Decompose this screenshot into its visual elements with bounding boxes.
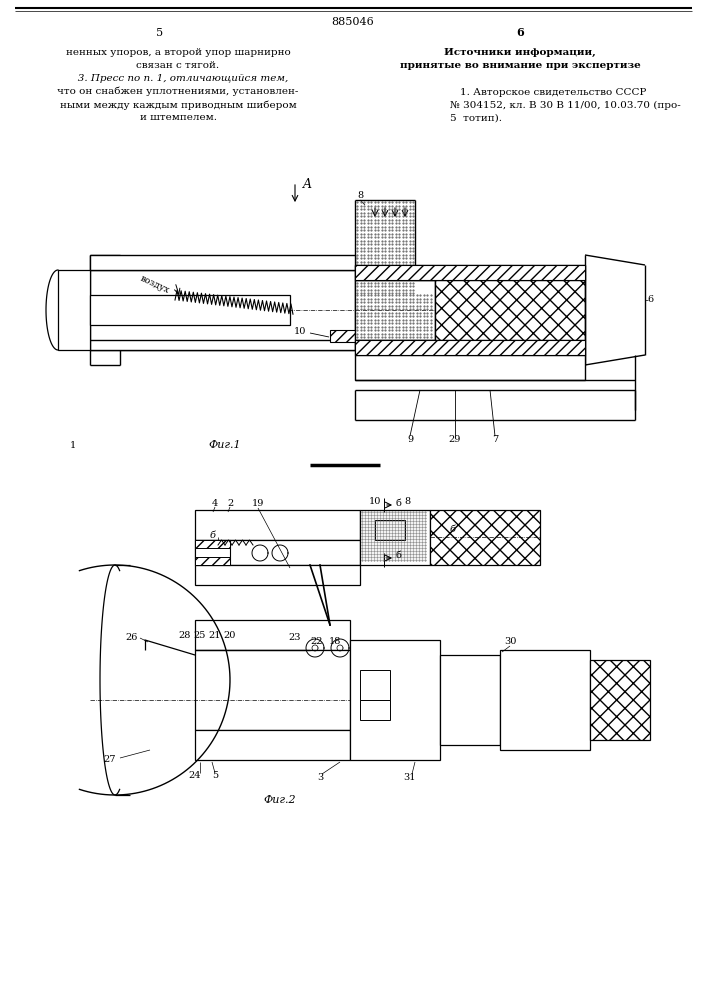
Text: 6: 6 <box>516 27 524 38</box>
Bar <box>195 730 350 760</box>
Bar <box>360 700 390 720</box>
Bar <box>355 340 585 355</box>
Text: 18: 18 <box>329 637 341 646</box>
Bar <box>360 510 430 565</box>
Bar <box>195 650 350 730</box>
Text: принятые во внимание при экспертизе: принятые во внимание при экспертизе <box>399 61 641 70</box>
Text: Фиг.2: Фиг.2 <box>264 795 296 805</box>
Text: 29: 29 <box>449 436 461 444</box>
Text: б: б <box>210 530 216 540</box>
Bar <box>435 280 585 340</box>
Bar <box>350 640 440 760</box>
Text: 21: 21 <box>209 631 221 640</box>
Bar <box>195 510 360 540</box>
Text: 1. Авторское свидетельство СССР: 1. Авторское свидетельство СССР <box>460 88 646 97</box>
Text: 1: 1 <box>70 440 76 450</box>
Text: 10: 10 <box>294 328 306 336</box>
Bar <box>355 265 585 280</box>
Bar <box>195 540 360 565</box>
Text: 6: 6 <box>647 296 653 304</box>
Text: Источники информации,: Источники информации, <box>444 48 596 57</box>
Bar <box>500 650 590 750</box>
Text: связан с тягой.: связан с тягой. <box>136 61 220 70</box>
Bar <box>360 670 390 700</box>
Text: 8: 8 <box>357 192 363 200</box>
Text: б: б <box>450 526 456 534</box>
Text: что он снабжен уплотнениями, установлен-: что он снабжен уплотнениями, установлен- <box>57 87 298 97</box>
Text: 22: 22 <box>311 637 323 646</box>
Text: 19: 19 <box>252 499 264 508</box>
Text: б: б <box>395 552 401 560</box>
Text: 27: 27 <box>104 756 116 764</box>
Bar <box>355 355 585 380</box>
Bar <box>590 660 650 740</box>
Bar <box>355 280 435 340</box>
Text: б: б <box>395 498 401 508</box>
Bar <box>90 255 355 270</box>
Bar <box>430 510 540 565</box>
Bar <box>195 620 350 650</box>
Bar <box>58 270 90 350</box>
Text: 26: 26 <box>126 633 138 642</box>
Bar <box>375 520 405 540</box>
Text: ненных упоров, а второй упор шарнирно: ненных упоров, а второй упор шарнирно <box>66 48 291 57</box>
Bar <box>330 330 355 342</box>
Text: 24: 24 <box>189 772 201 780</box>
Text: 3: 3 <box>317 772 323 782</box>
Text: 31: 31 <box>404 772 416 782</box>
Text: 30: 30 <box>504 638 516 647</box>
Bar <box>355 265 585 280</box>
Bar <box>90 295 290 325</box>
Text: ными между каждым приводным шибером: ными между каждым приводным шибером <box>59 100 296 109</box>
Text: 9: 9 <box>407 436 413 444</box>
Text: воздух: воздух <box>139 274 171 296</box>
Bar <box>90 340 355 350</box>
Text: A: A <box>303 178 312 192</box>
Text: 5: 5 <box>156 28 163 38</box>
Text: 5: 5 <box>212 772 218 780</box>
Bar <box>355 340 585 355</box>
Text: 5  тотип).: 5 тотип). <box>450 114 502 123</box>
Text: № 304152, кл. В 30 В 11/00, 10.03.70 (про-: № 304152, кл. В 30 В 11/00, 10.03.70 (пр… <box>450 101 681 110</box>
Text: 7: 7 <box>492 436 498 444</box>
Bar <box>195 565 360 585</box>
Text: 28: 28 <box>179 631 191 640</box>
Text: 10: 10 <box>369 497 381 506</box>
Text: 2: 2 <box>227 499 233 508</box>
Text: 20: 20 <box>224 631 236 640</box>
Text: 25: 25 <box>194 631 206 640</box>
Bar <box>195 557 230 565</box>
Bar <box>195 540 230 565</box>
Text: Фиг.1: Фиг.1 <box>209 440 241 450</box>
Text: 885046: 885046 <box>332 17 375 27</box>
Text: 3. Пресс по п. 1, отличающийся тем,: 3. Пресс по п. 1, отличающийся тем, <box>68 74 288 83</box>
Bar <box>440 655 500 745</box>
Text: 8: 8 <box>404 497 410 506</box>
Text: и штемпелем.: и штемпелем. <box>139 113 216 122</box>
Text: 23: 23 <box>288 634 301 643</box>
Text: 4: 4 <box>212 499 218 508</box>
Bar <box>195 540 230 548</box>
